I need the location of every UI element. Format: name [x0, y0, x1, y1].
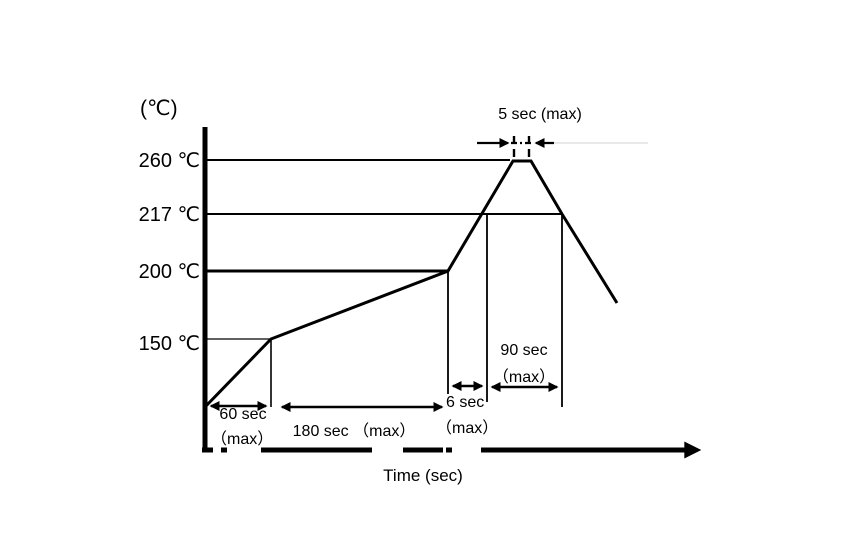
y-tick-label-200: 200 ℃: [138, 261, 200, 283]
y-axis-unit-label: (℃): [140, 97, 178, 120]
y-tick-label-260: 260 ℃: [138, 150, 200, 172]
peak-hold-annotation: 5 sec (max): [498, 106, 582, 123]
y-tick-label-217: 217 ℃: [138, 204, 200, 226]
ramp-200-217-duration-max: （max）: [436, 420, 499, 437]
above-217-duration-annotation: 90 sec: [500, 342, 548, 359]
preheat-duration-annotation: 60 sec: [219, 406, 267, 423]
ramp-200-217-duration-annotation: 6 sec: [445, 394, 486, 412]
soak-duration-annotation: 180 sec （max）: [292, 423, 416, 440]
temperature-profile-line: [203, 159, 619, 409]
above-217-duration-max: （max）: [492, 369, 556, 386]
x-axis-label: Time (sec): [383, 466, 463, 485]
preheat-duration-max: （max）: [211, 431, 274, 448]
y-tick-label-150: 150 ℃: [138, 333, 200, 355]
